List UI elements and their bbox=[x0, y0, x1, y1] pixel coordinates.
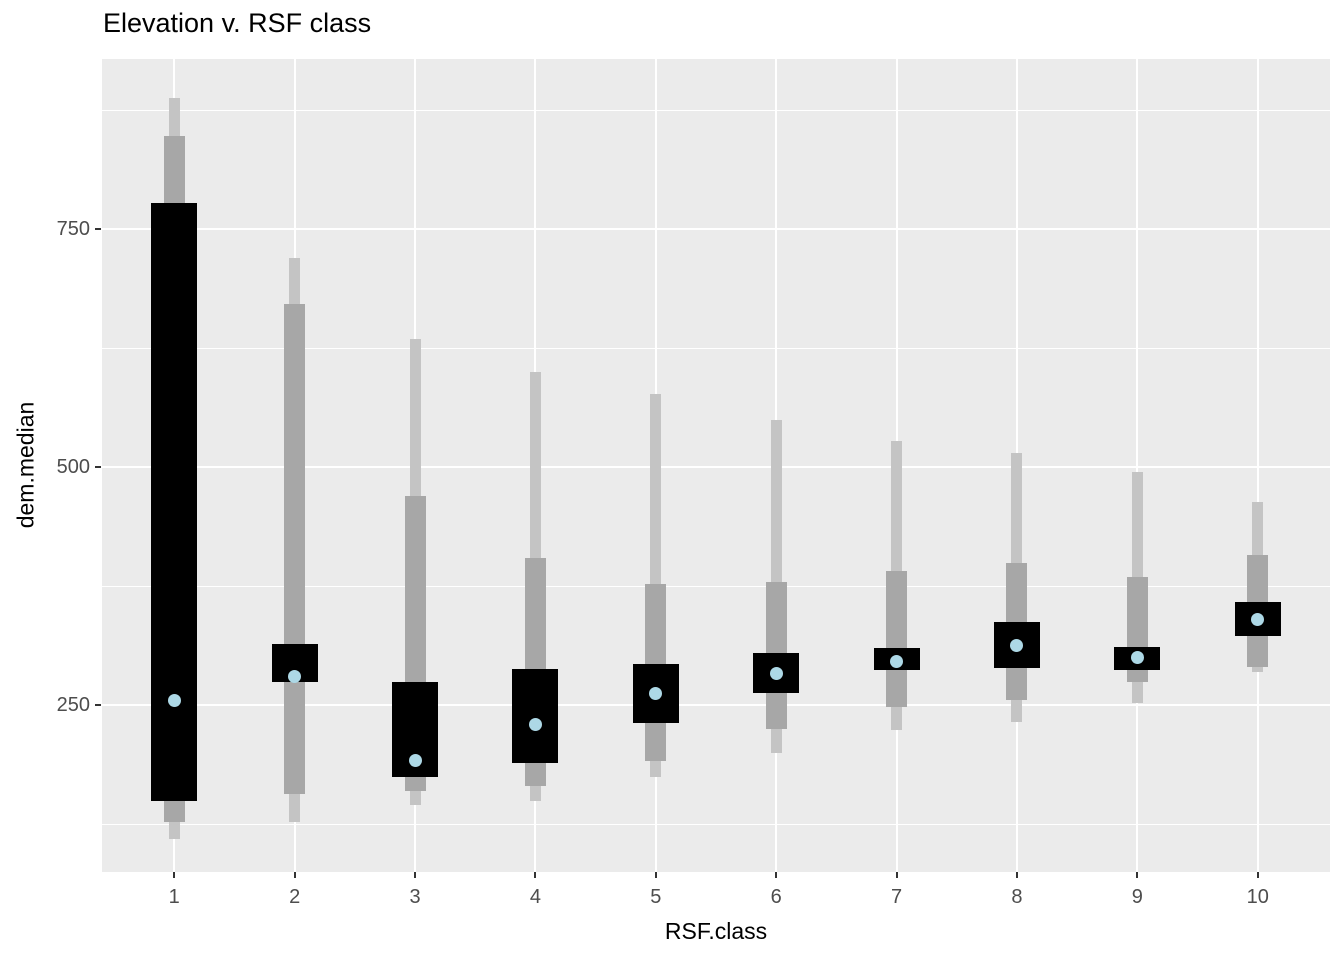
x-tick-label-5: 5 bbox=[650, 886, 662, 908]
gridline-vert-10 bbox=[1256, 59, 1259, 872]
median-dot bbox=[649, 686, 663, 700]
box bbox=[151, 202, 198, 801]
x-tick-label-3: 3 bbox=[409, 886, 421, 908]
median-dot bbox=[288, 670, 302, 684]
median-dot bbox=[1251, 613, 1265, 627]
gridline-major-500 bbox=[102, 466, 1330, 469]
x-axis-title: RSF.class bbox=[664, 918, 768, 944]
gridline-minor-875 bbox=[102, 109, 1330, 111]
plot-panel bbox=[102, 59, 1330, 872]
median-dot bbox=[890, 655, 904, 669]
gridline-major-250 bbox=[102, 704, 1330, 707]
median-dot bbox=[769, 666, 783, 680]
y-tick-label-500: 500 bbox=[56, 456, 90, 479]
x-tickmark-10 bbox=[1256, 872, 1259, 878]
gridline-vert-9 bbox=[1136, 59, 1139, 872]
x-tickmark-8 bbox=[1015, 872, 1018, 878]
chart-title: Elevation v. RSF class bbox=[103, 8, 372, 38]
y-tick-label-750: 750 bbox=[56, 218, 90, 241]
x-tickmark-9 bbox=[1136, 872, 1139, 878]
x-tick-label-9: 9 bbox=[1131, 886, 1143, 908]
x-tickmark-7 bbox=[895, 872, 898, 878]
box bbox=[512, 669, 559, 763]
gridline-minor-125 bbox=[102, 823, 1330, 825]
y-tickmark-250 bbox=[95, 704, 101, 707]
x-tick-label-4: 4 bbox=[529, 886, 541, 908]
x-tick-label-2: 2 bbox=[289, 886, 301, 908]
band-inner bbox=[284, 303, 306, 794]
y-tick-label-250: 250 bbox=[56, 694, 90, 717]
median-dot bbox=[167, 694, 181, 708]
median-dot bbox=[528, 717, 542, 731]
y-tickmark-500 bbox=[95, 466, 101, 469]
x-tickmark-5 bbox=[654, 872, 657, 878]
gridline-major-750 bbox=[102, 228, 1330, 231]
median-dot bbox=[1010, 638, 1024, 652]
x-tick-label-10: 10 bbox=[1246, 886, 1269, 908]
x-tick-label-8: 8 bbox=[1011, 886, 1023, 908]
median-dot bbox=[408, 754, 422, 768]
x-tick-label-7: 7 bbox=[891, 886, 903, 908]
x-tick-label-6: 6 bbox=[770, 886, 782, 908]
x-tickmark-3 bbox=[414, 872, 417, 878]
band-inner bbox=[886, 571, 908, 708]
gridline-minor-625 bbox=[102, 347, 1330, 349]
x-tickmark-4 bbox=[534, 872, 537, 878]
median-dot bbox=[1130, 651, 1144, 665]
gridline-minor-375 bbox=[102, 585, 1330, 587]
x-tick-label-1: 1 bbox=[168, 886, 180, 908]
x-tickmark-6 bbox=[775, 872, 778, 878]
y-tickmark-750 bbox=[95, 228, 101, 231]
x-tickmark-2 bbox=[293, 872, 296, 878]
x-tickmark-1 bbox=[173, 872, 176, 878]
